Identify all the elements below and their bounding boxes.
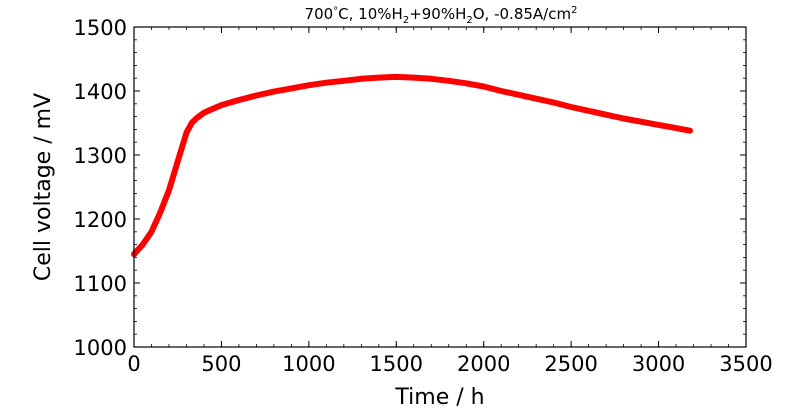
title-part: 2 (403, 15, 409, 26)
y-tick-label: 1400 (74, 80, 127, 104)
series-line (131, 73, 693, 258)
y-tick-label: 1300 (74, 144, 127, 168)
x-tick-label: 1500 (370, 352, 423, 376)
y-axis-label: Cell voltage / mV (31, 93, 56, 281)
x-tick-label: 500 (201, 352, 241, 376)
title-part: 2 (571, 5, 577, 16)
title-part: O, -0.85A/cm (473, 5, 571, 23)
x-tick-label: 0 (127, 352, 140, 376)
y-tick-label: 1500 (74, 16, 127, 40)
x-axis-label: Time / h (394, 385, 484, 410)
x-tick-label: 2500 (544, 352, 597, 376)
x-tick-label: 3500 (719, 352, 772, 376)
ticks-layer: 0 500 1000 1500 2000 2500 3000 3500 1000 1100 1200… (74, 16, 773, 376)
y-tick-label: 1000 (74, 336, 127, 360)
title-part: +90%H (409, 5, 466, 23)
title-part: ° (333, 6, 338, 17)
data-layer (131, 73, 693, 258)
title-part: 2 (466, 15, 472, 26)
title-part: 700 (305, 5, 334, 23)
y-tick-label: 1200 (74, 208, 127, 232)
x-tick-label: 3000 (632, 352, 685, 376)
x-tick-label: 1000 (282, 352, 335, 376)
chart-title: 700°C, 10%H2+90%H2O, -0.85A/cm2 (305, 5, 578, 26)
plot-frame (133, 26, 747, 348)
x-tick-label: 2000 (457, 352, 510, 376)
title-part: C, 10%H (338, 5, 403, 23)
y-tick-label: 1100 (74, 272, 127, 296)
